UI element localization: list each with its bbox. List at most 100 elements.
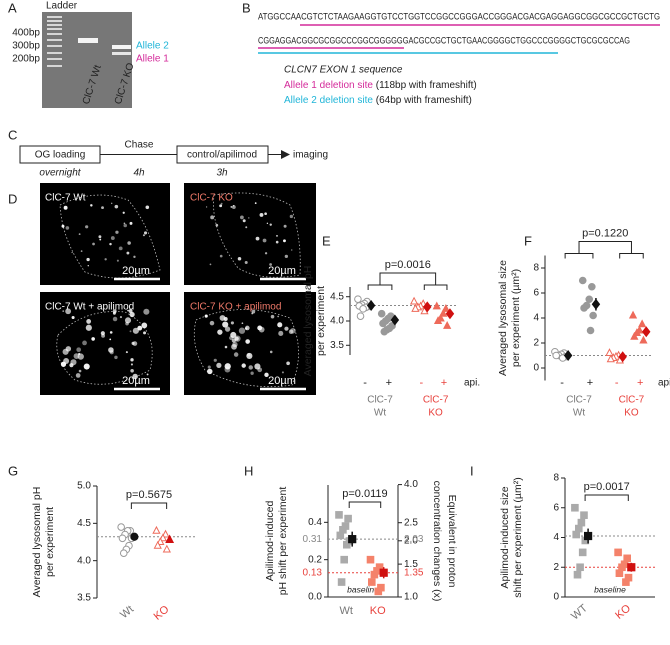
caption: Allele 2 deletion site (64bp with frames… (284, 95, 472, 106)
lysosome-spot (65, 226, 70, 230)
lysosome-spot (219, 315, 226, 321)
panel-label: C (8, 127, 17, 142)
micrograph-label: ClC-7 KO (190, 193, 233, 204)
p-value: p=0.0016 (385, 259, 431, 271)
lysosome-spot (104, 258, 107, 261)
y-tick-label: 0.4 (308, 517, 322, 528)
lysosome-spot (209, 263, 212, 266)
size-label: 300bp (12, 41, 40, 52)
group-label: Wt (374, 408, 386, 419)
reference-label: 2.03 (404, 534, 424, 545)
lysosome-spot (224, 326, 231, 332)
y-tick-label: 2 (553, 562, 559, 573)
lysosome-spot (130, 358, 134, 362)
lysosome-spot (110, 202, 113, 205)
lysosome-spot (80, 250, 83, 252)
data-point (588, 282, 596, 291)
mean-marker (591, 298, 601, 310)
lysosome-spot (65, 308, 72, 315)
data-point (580, 511, 588, 519)
x-tick-label: - (560, 377, 564, 389)
lysosome-spot (132, 327, 139, 334)
step-time: overnight (39, 168, 81, 179)
y-axis-label: Apilimod-induced (264, 501, 276, 582)
lysosome-spot (290, 328, 296, 334)
reference-label: 0.13 (303, 567, 323, 578)
lysosome-spot (251, 309, 256, 314)
lysosome-spot (291, 249, 293, 251)
y-tick-label: 8 (553, 473, 559, 484)
data-point (366, 555, 375, 564)
gel-band (112, 45, 131, 49)
lysosome-spot (275, 240, 279, 244)
allele-note: (118bp with frameshift) (376, 80, 477, 91)
step-label: imaging (293, 150, 328, 161)
scale-bars: 20µm 20µm 20µm 20µm (114, 265, 306, 391)
lysosome-spot (77, 353, 84, 360)
lysosome-spot (145, 205, 150, 210)
allele-text: Allele 2 deletion site (284, 95, 373, 106)
data-point (374, 587, 383, 596)
y-tick-label: 4.5 (330, 291, 344, 302)
data-point (576, 563, 584, 572)
group-label: ClC-7 (423, 395, 449, 406)
lysosome-spot (245, 226, 248, 229)
micrograph-label: ClC-7 Wt + apilimod (45, 302, 134, 313)
significance-bracket (584, 494, 629, 501)
lysosome-spot (283, 224, 287, 228)
data-point (639, 335, 648, 344)
lysosome-spot (264, 372, 269, 378)
data-point (573, 570, 582, 579)
y2-tick-label: 4.0 (404, 479, 418, 490)
lysosome-spot (207, 365, 211, 369)
lysosome-spot (123, 223, 127, 228)
lysosome-spot (82, 340, 87, 346)
lysosome-spot (257, 367, 263, 373)
data-point (118, 534, 127, 543)
lysosome-spot (232, 204, 235, 207)
lysosome-spot (237, 256, 242, 261)
lysosome-spot (241, 322, 244, 325)
lysosome-spot (142, 234, 145, 237)
lysosome-spot (100, 331, 105, 336)
y-tick-label: 8 (533, 263, 539, 274)
data-point (409, 296, 419, 305)
lysosome-spot (215, 223, 219, 227)
lysosome-spot (75, 373, 81, 378)
lysosome-spot (99, 238, 102, 241)
lysosome-spot (213, 358, 217, 362)
y-tick-label: 0.0 (308, 592, 322, 603)
y-tick-label: 4.0 (330, 316, 344, 327)
significance-bracket (348, 501, 382, 508)
lysosome-spot (257, 325, 263, 331)
lysosome-spot (210, 215, 215, 220)
lysosome-spot (240, 215, 244, 220)
scale-label: 20µm (122, 375, 150, 387)
group-label: ClC-7 (619, 395, 645, 406)
lysosome-spot (119, 316, 122, 319)
lysosome-spot (60, 361, 67, 367)
significance-bracket (367, 284, 393, 290)
x-tick-label: KO (370, 605, 386, 617)
micrograph-label: ClC-7 KO + apilimod (190, 302, 281, 313)
panel-label: G (8, 463, 18, 478)
lysosome-spot (269, 350, 273, 354)
lysosome-spot (217, 329, 223, 335)
lysosome-spot (133, 255, 136, 259)
step-time: 4h (133, 168, 145, 179)
group-label: KO (624, 408, 639, 419)
data-point (571, 503, 579, 512)
lysosome-spot (264, 212, 267, 216)
spots (60, 202, 296, 380)
significance-bracket (619, 253, 644, 259)
lysosome-spot (250, 371, 254, 375)
group-label: ClC-7 (566, 395, 592, 406)
gel-band (78, 38, 98, 43)
lysosome-spot (248, 365, 253, 370)
x-tick-label: - (363, 377, 367, 389)
lysosome-spot (286, 361, 290, 366)
lysosome-spot (229, 335, 234, 341)
panel-label: A (8, 0, 17, 15)
lysosome-spot (130, 363, 134, 366)
